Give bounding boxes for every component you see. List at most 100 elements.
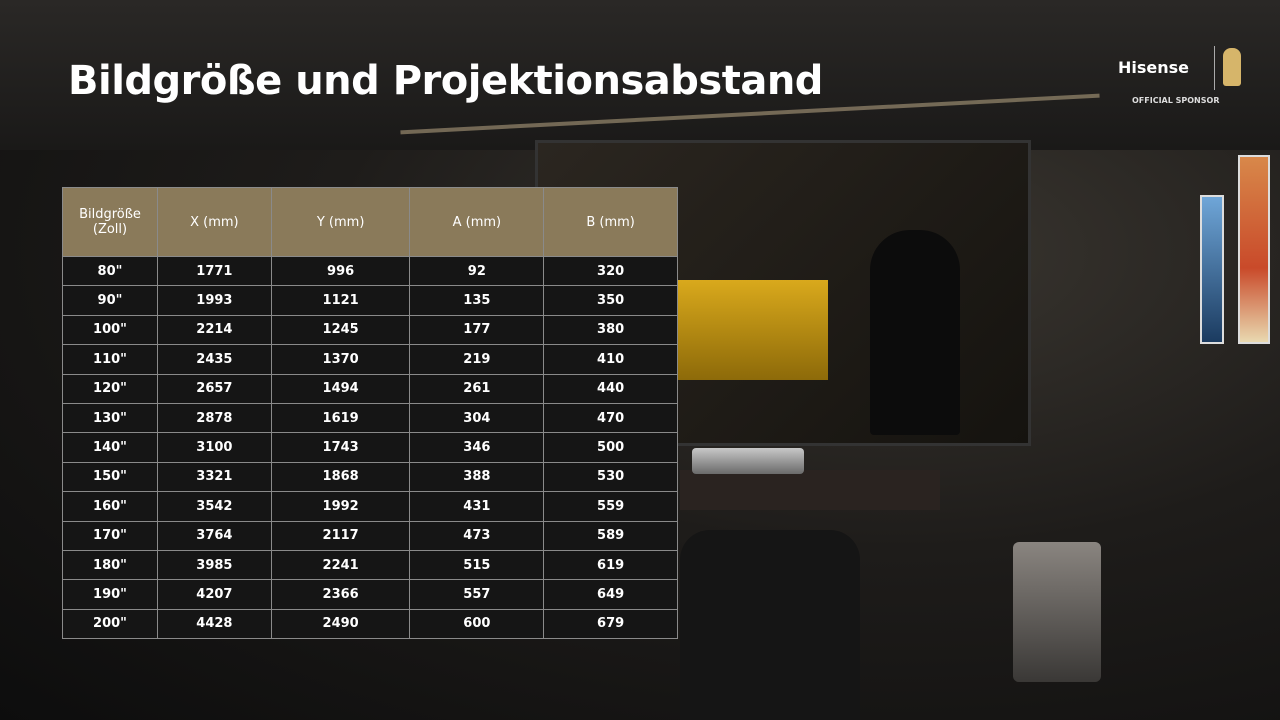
table-cell: 92 xyxy=(409,255,545,287)
sponsor: OFFICIAL SPONSOR xyxy=(1132,96,1220,105)
table-cell: 140" xyxy=(62,432,158,463)
table-cell: 4428 xyxy=(156,608,272,640)
table-cell: 530 xyxy=(543,461,678,493)
table-cell: 177 xyxy=(409,314,545,346)
table-cell: 1370 xyxy=(270,344,411,375)
ceiling xyxy=(0,0,1280,150)
table-cell: 2214 xyxy=(156,314,272,346)
table-cell: 557 xyxy=(409,579,545,610)
table-row: 200" 4428 2490 600 679 xyxy=(62,608,678,640)
column-header: A (mm) xyxy=(409,187,545,257)
table-cell: 1743 xyxy=(270,432,411,463)
table-cell: 180" xyxy=(62,549,158,581)
brand: Hisense xyxy=(1118,58,1190,77)
console xyxy=(680,470,940,510)
table-cell: 649 xyxy=(543,579,678,610)
table-row: 100" 2214 1245 177 380 xyxy=(62,314,678,346)
table-cell: 515 xyxy=(409,549,545,581)
title: Bildgröße und Projektionsabstand xyxy=(68,58,823,104)
header-row: Bildgröße (Zoll) X (mm) Y (mm) A (mm) B (mm) xyxy=(62,187,678,257)
table-cell: 170" xyxy=(62,520,158,551)
table-cell: 130" xyxy=(62,402,158,434)
table-cell: 589 xyxy=(543,520,678,551)
table-body: 80" 1771 996 92 320 90" 1993 1121 135 350 100" 2214… xyxy=(62,255,678,640)
table-cell: 410 xyxy=(543,344,678,375)
table-cell: 190" xyxy=(62,579,158,610)
table-cell: 431 xyxy=(409,491,545,522)
table-row: 150" 3321 1868 388 530 xyxy=(62,461,678,493)
table-cell: 1121 xyxy=(270,285,411,316)
person xyxy=(870,230,960,435)
table-cell: 90" xyxy=(62,285,158,316)
table-cell: 2366 xyxy=(270,579,411,610)
table-row: 90" 1993 1121 135 350 xyxy=(62,285,678,316)
table-cell: 1494 xyxy=(270,373,411,404)
table-cell: 380 xyxy=(543,314,678,346)
table-cell: 619 xyxy=(543,549,678,581)
table-row: 160" 3542 1992 431 559 xyxy=(62,491,678,522)
table-cell: 346 xyxy=(409,432,545,463)
column-header: Y (mm) xyxy=(270,187,411,257)
table-cell: 559 xyxy=(543,491,678,522)
table-cell: 2490 xyxy=(270,608,411,640)
table-cell: 3985 xyxy=(156,549,272,581)
speaker xyxy=(1013,542,1101,682)
table-cell: 3100 xyxy=(156,432,272,463)
table-cell: 110" xyxy=(62,344,158,375)
table-cell: 2117 xyxy=(270,520,411,551)
table-cell: 3764 xyxy=(156,520,272,551)
column-header: Bildgröße (Zoll) xyxy=(62,187,158,257)
table-cell: 1245 xyxy=(270,314,411,346)
logo xyxy=(1214,46,1247,90)
table-cell: 1992 xyxy=(270,491,411,522)
table-cell: 388 xyxy=(409,461,545,493)
table-cell: 100" xyxy=(62,314,158,346)
table-row: 180" 3985 2241 515 619 xyxy=(62,549,678,581)
table-head: Bildgröße (Zoll) X (mm) Y (mm) A (mm) B (mm) xyxy=(62,187,678,257)
poster xyxy=(1238,155,1270,344)
table-cell: 1993 xyxy=(156,285,272,316)
table-cell: 1619 xyxy=(270,402,411,434)
table-cell: 150" xyxy=(62,461,158,493)
size-table: Bildgröße (Zoll) X (mm) Y (mm) A (mm) B (mm)… xyxy=(62,187,678,640)
trophy xyxy=(1223,48,1241,86)
table-cell: 996 xyxy=(270,255,411,287)
column-header: B (mm) xyxy=(543,187,678,257)
table-cell: 80" xyxy=(62,255,158,287)
table-cell: 261 xyxy=(409,373,545,404)
table-row: 110" 2435 1370 219 410 xyxy=(62,344,678,375)
table-cell: 2657 xyxy=(156,373,272,404)
table-cell: 200" xyxy=(62,608,158,640)
table-row: 130" 2878 1619 304 470 xyxy=(62,402,678,434)
table-cell: 3321 xyxy=(156,461,272,493)
table-cell: 320 xyxy=(543,255,678,287)
table-cell: 473 xyxy=(409,520,545,551)
table-cell: 304 xyxy=(409,402,545,434)
screen-highlight xyxy=(678,280,828,380)
table-cell: 3542 xyxy=(156,491,272,522)
table-cell: 440 xyxy=(543,373,678,404)
table-cell: 135 xyxy=(409,285,545,316)
table-row: 170" 3764 2117 473 589 xyxy=(62,520,678,551)
column-header: X (mm) xyxy=(156,187,272,257)
table-cell: 120" xyxy=(62,373,158,404)
table-cell: 2878 xyxy=(156,402,272,434)
table-cell: 500 xyxy=(543,432,678,463)
poster xyxy=(1200,195,1224,344)
table-cell: 160" xyxy=(62,491,158,522)
table-cell: 2241 xyxy=(270,549,411,581)
projector xyxy=(692,448,804,474)
seat xyxy=(680,530,860,720)
table-cell: 219 xyxy=(409,344,545,375)
table-cell: 679 xyxy=(543,608,678,640)
table-cell: 1771 xyxy=(156,255,272,287)
table-cell: 470 xyxy=(543,402,678,434)
table-cell: 350 xyxy=(543,285,678,316)
table-cell: 4207 xyxy=(156,579,272,610)
table-cell: 600 xyxy=(409,608,545,640)
table-row: 80" 1771 996 92 320 xyxy=(62,255,678,287)
table-cell: 2435 xyxy=(156,344,272,375)
table-row: 190" 4207 2366 557 649 xyxy=(62,579,678,610)
table-cell: 1868 xyxy=(270,461,411,493)
